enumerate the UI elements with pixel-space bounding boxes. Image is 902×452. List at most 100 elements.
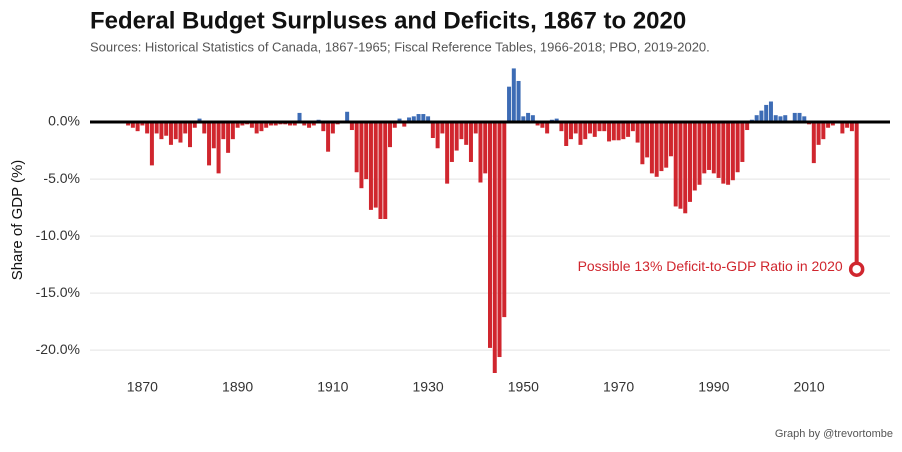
bar bbox=[368, 122, 373, 210]
bar bbox=[802, 116, 807, 123]
bar bbox=[449, 122, 454, 162]
y-axis-label: Share of GDP (%) bbox=[9, 160, 26, 281]
y-tick-label: -20.0% bbox=[36, 341, 80, 357]
bar bbox=[273, 122, 278, 126]
bar bbox=[159, 122, 164, 140]
bar bbox=[821, 122, 826, 140]
bar bbox=[454, 122, 459, 151]
bar bbox=[311, 122, 316, 126]
bar bbox=[516, 80, 521, 123]
bar bbox=[235, 122, 240, 128]
annotation: Possible 13% Deficit-to-GDP Ratio in 202… bbox=[578, 258, 843, 274]
bar bbox=[321, 122, 326, 132]
bar bbox=[783, 115, 788, 123]
bar bbox=[254, 122, 259, 134]
bar bbox=[735, 122, 740, 173]
bar bbox=[478, 122, 483, 183]
bar bbox=[211, 122, 216, 149]
bar bbox=[473, 122, 478, 134]
bar bbox=[468, 122, 473, 162]
bar bbox=[497, 122, 502, 358]
bar bbox=[202, 122, 207, 134]
bar bbox=[540, 122, 545, 128]
bar bbox=[830, 122, 835, 126]
bar bbox=[683, 122, 688, 214]
bar bbox=[730, 122, 735, 181]
bar bbox=[745, 122, 750, 131]
bar bbox=[726, 122, 731, 185]
bar bbox=[440, 122, 445, 134]
bar bbox=[535, 122, 540, 126]
bar bbox=[507, 86, 512, 123]
bar bbox=[416, 114, 421, 123]
bar bbox=[645, 122, 650, 158]
bar bbox=[154, 122, 159, 134]
bar bbox=[711, 122, 716, 174]
bar bbox=[545, 122, 550, 134]
bar bbox=[411, 116, 416, 123]
bar bbox=[435, 122, 440, 149]
bar bbox=[164, 122, 169, 136]
bar bbox=[626, 122, 631, 137]
bar bbox=[330, 122, 335, 134]
bar bbox=[692, 122, 697, 191]
bar bbox=[392, 122, 397, 128]
bar bbox=[768, 101, 773, 123]
bar bbox=[140, 122, 145, 126]
chart-title: Federal Budget Surpluses and Deficits, 1… bbox=[90, 7, 686, 34]
bar bbox=[421, 114, 426, 123]
bar bbox=[240, 122, 245, 126]
bar bbox=[511, 68, 516, 123]
bar bbox=[649, 122, 654, 174]
bar bbox=[583, 122, 588, 140]
bar bbox=[259, 122, 264, 132]
bar bbox=[597, 122, 602, 132]
bar bbox=[764, 104, 769, 123]
bar bbox=[668, 122, 673, 157]
bar bbox=[840, 122, 845, 134]
bar bbox=[826, 122, 831, 128]
bar bbox=[207, 122, 212, 166]
x-tick-label: 1890 bbox=[222, 379, 253, 395]
bar bbox=[264, 122, 269, 128]
bar bbox=[402, 122, 407, 127]
bar bbox=[740, 122, 745, 162]
bar bbox=[426, 116, 431, 123]
bar bbox=[659, 122, 664, 172]
bar bbox=[168, 122, 173, 145]
bar bbox=[459, 122, 464, 140]
y-tick-label: -10.0% bbox=[36, 227, 80, 243]
bar bbox=[664, 122, 669, 168]
bar bbox=[611, 122, 616, 141]
bar bbox=[492, 122, 497, 373]
bar bbox=[678, 122, 683, 209]
bar bbox=[145, 122, 150, 134]
bar bbox=[126, 122, 131, 126]
bar bbox=[297, 112, 302, 123]
bar bbox=[378, 122, 383, 219]
bar bbox=[621, 122, 626, 140]
bar bbox=[573, 122, 578, 134]
bar bbox=[302, 122, 307, 126]
x-tick-label: 1930 bbox=[413, 379, 444, 395]
highlight-point bbox=[848, 261, 865, 277]
bar bbox=[673, 122, 678, 207]
bar bbox=[173, 122, 178, 140]
bar bbox=[568, 122, 573, 140]
bar bbox=[716, 122, 721, 178]
bar bbox=[502, 122, 507, 318]
bar bbox=[792, 112, 797, 123]
bar bbox=[178, 122, 183, 143]
bar bbox=[721, 122, 726, 184]
bar bbox=[811, 122, 816, 164]
chart-subtitle: Sources: Historical Statistics of Canada… bbox=[90, 39, 710, 54]
bar bbox=[135, 122, 140, 132]
bar bbox=[845, 122, 850, 128]
bar bbox=[488, 122, 492, 348]
bar bbox=[249, 122, 254, 128]
bar bbox=[635, 122, 640, 143]
y-tick-label: -15.0% bbox=[36, 284, 80, 300]
bar bbox=[602, 122, 607, 132]
bar bbox=[149, 122, 154, 166]
